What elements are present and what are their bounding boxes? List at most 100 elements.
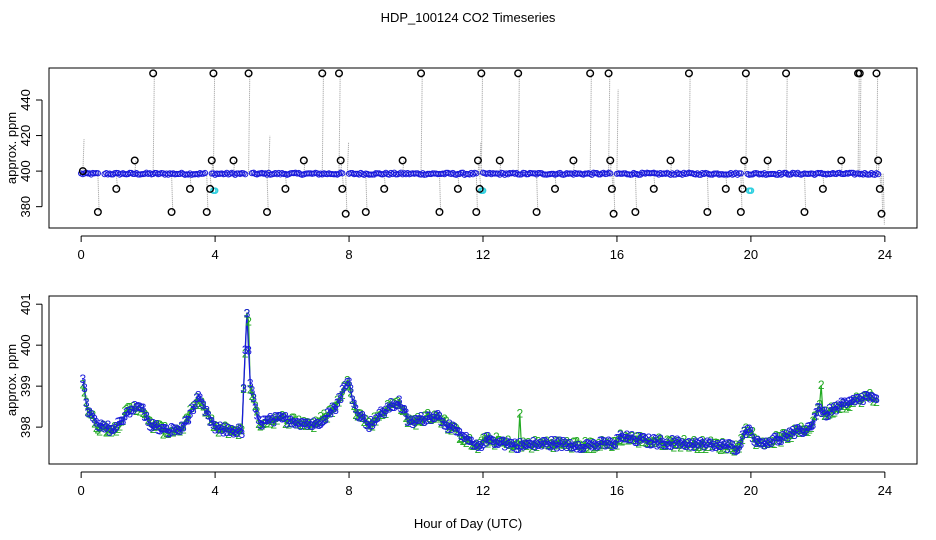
top-y-axis: 380 400 420 440: [18, 89, 43, 218]
series-3-point: 3: [640, 431, 647, 445]
series-2-point: 2: [237, 421, 244, 435]
series-3-point: 3: [453, 425, 460, 439]
series-3-point: 3: [831, 399, 838, 413]
series-3-point: 3: [116, 415, 123, 429]
series-2-point: 2: [642, 435, 649, 449]
series-2-point: 2: [557, 438, 564, 452]
series-2-point: 2: [624, 431, 631, 445]
top-x-tick-label: 12: [476, 247, 490, 262]
series-3-point: 3: [446, 417, 453, 431]
spike-point: [550, 184, 559, 193]
series-2-point: 2: [781, 426, 788, 440]
series-3-point: 3: [85, 406, 92, 420]
series-3-point: 3: [527, 437, 534, 451]
series-2-point: 2: [563, 434, 570, 448]
series-2-point: 2: [198, 395, 205, 409]
series-2-point: 2: [279, 408, 286, 422]
series-2-point: 2: [81, 386, 88, 400]
series-3-point: 3: [257, 418, 264, 432]
series-2-point: 2: [121, 404, 128, 418]
series-3-point: 3: [754, 433, 761, 447]
series-3-point: 3: [850, 392, 857, 406]
series-2-point: 2: [441, 412, 448, 426]
series-3-point: 3: [483, 436, 490, 450]
series-2-point: 2: [259, 419, 266, 433]
spike-line: [438, 173, 442, 213]
series-2-point: 2: [312, 414, 319, 428]
series-3-point: 3: [861, 389, 868, 403]
spike-point: [473, 156, 482, 165]
series-3-point: 3: [105, 418, 112, 432]
series-2-point: 2: [543, 434, 550, 448]
series-3-point: 3: [317, 417, 324, 431]
series-3-point: 3: [721, 438, 728, 452]
series-2-point: 2: [697, 442, 704, 456]
series-2-point: 2: [724, 439, 731, 453]
series-3-line: [82, 313, 877, 452]
series-3-point: 3: [585, 437, 592, 451]
series-3-point: 3: [818, 406, 825, 420]
spike-point: [336, 156, 345, 165]
series-2-point: 2: [542, 437, 549, 451]
series-3-point: 3: [491, 437, 498, 451]
spike-point: [130, 156, 139, 165]
series-3-point: 3: [619, 430, 626, 444]
spike-point: [586, 69, 595, 78]
series-2-point: 2: [143, 409, 150, 423]
series-3-point: 3: [650, 432, 657, 446]
spike-point: [335, 69, 344, 78]
series-3-point: 3: [150, 416, 157, 430]
series-3-point: 3: [681, 438, 688, 452]
series-2-point: 2: [111, 420, 118, 434]
series-3-point: 3: [655, 437, 662, 451]
series-2-point: 2: [522, 438, 529, 452]
series-3-point: 3: [682, 439, 689, 453]
series-3-point: 3: [637, 433, 644, 447]
figure-title: HDP_100124 CO2 Timeseries: [381, 10, 556, 25]
series-2-point: 2: [686, 440, 693, 454]
series-2-point: 2: [374, 409, 381, 423]
series-2-point: 2: [285, 417, 292, 431]
series-3-point: 3: [285, 413, 292, 427]
series-2-point: 2: [456, 432, 463, 446]
bottom-plot-frame: [48, 295, 918, 465]
spike-point: [338, 184, 347, 193]
series-2-point: 2: [851, 394, 858, 408]
series-3-point: 3: [756, 435, 763, 449]
series-3-point: 3: [657, 432, 664, 446]
series-2-point: 2: [434, 411, 441, 425]
series-2-point: 2: [146, 414, 153, 428]
series-3-point: 3: [557, 434, 564, 448]
series-2-point: 2: [719, 435, 726, 449]
series-2-point: 2: [833, 400, 840, 414]
series-3-point: 3: [223, 425, 230, 439]
series-3-point: 3: [465, 434, 472, 448]
series-3-point: 3: [101, 421, 108, 435]
series-3-point: 3: [495, 437, 502, 451]
series-2-point: 2: [342, 378, 349, 392]
bottom-x-tick-label: 16: [610, 483, 624, 498]
series-3-point: 3: [823, 410, 830, 424]
series-2-point: 2: [163, 426, 170, 440]
series-2-point: 2: [324, 411, 331, 425]
series-3-point: 3: [215, 422, 222, 436]
spike-point: [229, 156, 238, 165]
series-2-point: 2: [244, 306, 251, 320]
series-2-point: 2: [588, 435, 595, 449]
series-3-point: 3: [738, 437, 745, 451]
series-2-point: 2: [727, 441, 734, 455]
series-3-point: 3: [652, 432, 659, 446]
series-3-point: 3: [349, 393, 356, 407]
top-x-tick-label: 16: [610, 247, 624, 262]
series-2-point: 2: [411, 412, 418, 426]
series-2-point: 2: [748, 427, 755, 441]
series-2-point: 2: [106, 423, 113, 437]
series-3-point: 3: [225, 421, 232, 435]
series-2-point: 2: [674, 434, 681, 448]
series-3-point: 3: [451, 420, 458, 434]
series-3-point: 3: [329, 400, 336, 414]
series-2-point: 2: [825, 409, 832, 423]
series-2-point: 2: [391, 397, 398, 411]
series-3-point: 3: [396, 393, 403, 407]
series-2-point: 2: [552, 438, 559, 452]
